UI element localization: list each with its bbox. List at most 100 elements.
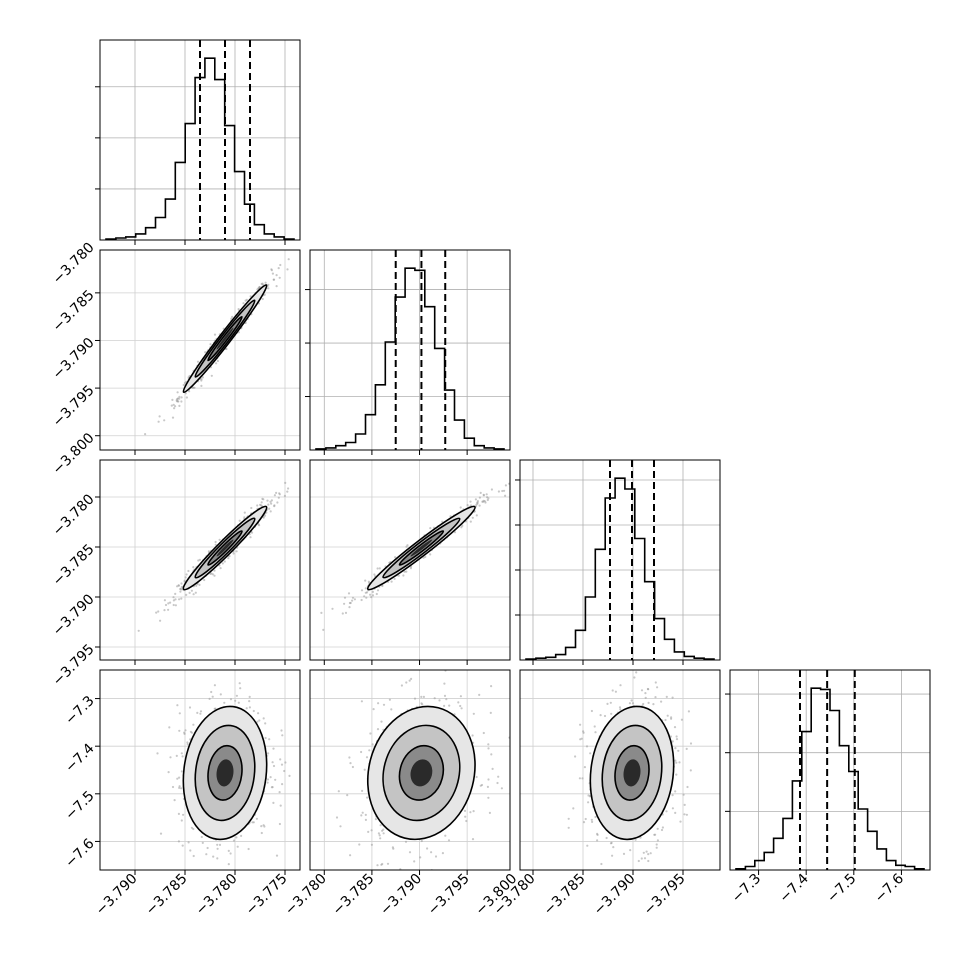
scatter-point [673,726,677,729]
scatter-point [225,347,228,351]
scatter-point [444,834,447,837]
scatter-point [240,834,243,838]
scatter-point [376,864,379,867]
scatter-point [475,503,478,506]
scatter-point [227,863,230,866]
scatter-point [201,376,204,379]
scatter-point [614,690,618,693]
scatter-point [182,813,185,816]
scatter-point [409,567,412,570]
scatter-point [482,731,485,735]
scatter-point [211,695,214,698]
scatter-point [642,702,645,706]
scatter-point [213,569,216,572]
scatter-point [500,787,503,790]
scatter-point [487,796,490,799]
scatter-point [182,383,185,387]
scatter-point [683,803,686,807]
scatter-point [378,834,381,837]
scatter-point [374,818,377,821]
scatter-point [344,611,348,615]
scatter-area [100,460,300,660]
scatter-point [687,710,691,713]
panel-frame [519,669,721,871]
scatter-point [159,619,162,622]
scatter-point [363,768,366,771]
scatter-point [361,789,364,793]
scatter-point [487,778,490,781]
scatter-point [270,502,273,505]
scatter-point [257,712,260,715]
histogram-step [735,687,925,870]
scatter-point [686,785,689,789]
scatter-point [485,493,488,496]
scatter-point [180,597,183,600]
contour-level-4 [410,539,433,557]
scatter-point [287,487,290,490]
scatter-point [471,734,474,737]
scatter-point [174,592,177,596]
scatter-point [180,400,183,403]
scatter-point [184,729,187,732]
scatter-point [229,698,233,701]
scatter-point [377,832,380,835]
scatter-point [172,596,175,599]
scatter-point [609,842,613,845]
scatter-point [391,846,394,849]
scatter-point [207,550,210,553]
scatter-point [195,584,198,587]
scatter-point [674,747,677,750]
scatter-point [634,838,637,841]
scatter-point [674,759,677,762]
scatter-point [191,386,194,389]
scatter-point [276,501,279,504]
scatter-point [215,362,218,365]
scatter-point [390,580,393,583]
scatter-point [184,392,187,395]
scatter-point [378,567,381,570]
scatter-point [235,694,238,697]
y-tick-label: −3.780 [50,240,98,288]
scatter-point [360,700,363,703]
scatter-point [185,593,188,597]
scatter-point [339,825,342,828]
scatter-point [665,810,668,813]
scatter-point [685,813,689,816]
scatter-point [260,831,263,835]
scatter-point [476,501,479,504]
scatter-point [397,574,400,577]
scatter-point [382,703,386,706]
scatter-point [654,681,657,684]
scatter-point [178,598,181,601]
panel-frame [99,459,301,661]
scatter-point [364,579,367,582]
scatter-point [163,599,166,602]
scatter-point [213,333,217,336]
scatter-point [264,722,267,725]
scatter-point [475,514,478,517]
scatter-point [216,359,219,363]
scatter-panel-4-2 [309,669,511,875]
scatter-point [286,268,289,271]
scatter-point [286,490,289,493]
scatter-point [474,498,477,501]
scatter-point [671,794,674,797]
scatter-point [590,709,594,713]
scatter-point [682,793,685,796]
scatter-point [582,821,586,824]
scatter-point [596,839,599,842]
scatter-point [644,696,647,699]
contour-level-4 [216,759,234,787]
scatter-point [278,791,281,794]
scatter-point [199,712,202,715]
scatter-point [158,415,161,418]
x-tick-label: −3.795 [641,871,689,919]
scatter-panel-3-2 [309,459,511,665]
scatter-point [490,685,493,688]
scatter-point [279,804,282,807]
scatter-point [230,317,233,320]
scatter-point [280,763,284,766]
scatter-point [590,818,593,821]
scatter-point [159,832,163,835]
